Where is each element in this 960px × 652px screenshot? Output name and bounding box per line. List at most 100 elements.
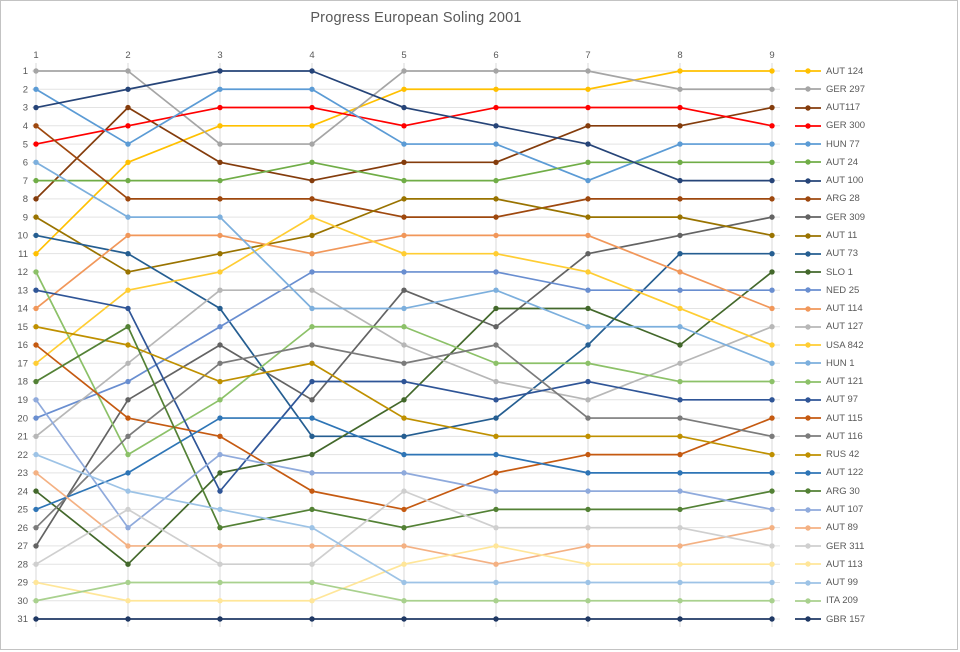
legend-label: AUT 97 (826, 394, 859, 406)
y-tick-label: 20 (17, 413, 28, 424)
series-marker (125, 177, 131, 184)
series-marker (677, 159, 683, 166)
series-marker (217, 378, 223, 385)
legend-item: HUN 77 (795, 135, 955, 153)
series-marker (585, 177, 591, 184)
series-aut-97 (33, 287, 775, 494)
series-arg-30 (33, 324, 775, 531)
series-marker (309, 177, 315, 184)
series-marker (217, 561, 223, 567)
series-marker (33, 86, 39, 92)
series-aut-100 (33, 68, 775, 184)
series-marker (769, 360, 775, 366)
series-marker (769, 196, 775, 202)
series-marker (33, 579, 39, 586)
series-marker (677, 305, 683, 312)
legend-dot-icon (805, 543, 811, 549)
legend-series-swatch-icon (795, 287, 821, 294)
series-marker (493, 543, 499, 549)
series-marker (677, 269, 683, 275)
series-marker (677, 232, 683, 239)
series-marker (677, 141, 683, 147)
series-marker (677, 561, 683, 567)
legend-series-swatch-icon (795, 397, 821, 403)
series-marker (125, 397, 131, 403)
series-marker (493, 561, 499, 567)
series-marker (769, 488, 775, 494)
series-marker (217, 543, 223, 549)
series-marker (309, 506, 315, 513)
series-marker (585, 616, 591, 622)
series-marker (401, 86, 407, 92)
y-tick-label: 27 (17, 541, 28, 552)
series-marker (585, 470, 591, 476)
series-marker (769, 324, 775, 330)
series-marker (217, 68, 223, 74)
series-marker (33, 287, 39, 293)
series-marker (677, 415, 683, 421)
y-tick-label: 21 (17, 432, 28, 443)
series-marker (125, 68, 131, 74)
legend-item: ITA 209 (795, 592, 955, 610)
series-marker (585, 488, 591, 494)
legend-label: AUT117 (826, 102, 861, 114)
legend-series-swatch-icon (795, 178, 821, 184)
series-marker (217, 196, 223, 202)
legend-series-swatch-icon (795, 433, 821, 440)
series-hun-1 (33, 159, 775, 366)
series-marker (401, 378, 407, 385)
legend-dot-icon (805, 579, 811, 586)
series-marker (677, 196, 683, 202)
series-marker (401, 269, 407, 275)
series-marker (33, 159, 39, 166)
legend-series-swatch-icon (795, 378, 821, 385)
legend-dot-icon (805, 68, 811, 74)
series-marker (677, 123, 683, 129)
series-marker (585, 123, 591, 129)
series-marker (33, 598, 39, 604)
legend-label: ARG 28 (826, 193, 860, 205)
series-marker (677, 104, 683, 111)
series-marker (217, 250, 223, 257)
series-marker (309, 104, 315, 111)
series-marker (769, 470, 775, 476)
legend: AUT 124 GER 297 AUT117 GER 300 HUN 77 AUT 24 A… (795, 62, 955, 628)
legend-series-swatch-icon (795, 470, 821, 476)
legend-series-swatch-icon (795, 251, 821, 257)
series-marker (401, 141, 407, 147)
series-marker (401, 543, 407, 549)
series-usa-842 (33, 214, 775, 366)
series-marker (493, 196, 499, 202)
series-marker (125, 433, 131, 440)
legend-series-swatch-icon (795, 598, 821, 604)
series-marker (677, 250, 683, 257)
x-tick-label: 7 (585, 50, 590, 61)
legend-item: GER 309 (795, 208, 955, 226)
series-marker (33, 250, 39, 257)
series-marker (769, 177, 775, 184)
series-marker (769, 616, 775, 622)
series-aut-114 (33, 232, 775, 312)
series-marker (125, 561, 131, 567)
y-tick-label: 5 (23, 139, 28, 150)
legend-item: USA 842 (795, 336, 955, 354)
series-marker (33, 616, 39, 622)
series-marker (33, 324, 39, 330)
y-tick-label: 3 (23, 103, 28, 114)
series-marker (125, 488, 131, 494)
series-marker (401, 342, 407, 348)
legend-item: AUT 115 (795, 409, 955, 427)
legend-series-swatch-icon (795, 214, 821, 220)
series-aut-24 (33, 159, 775, 184)
legend-dot-icon (805, 360, 811, 367)
series-marker (493, 123, 499, 129)
legend-series-swatch-icon (795, 68, 821, 74)
y-tick-label: 14 (17, 304, 28, 315)
series-marker (309, 141, 315, 147)
legend-item: SLO 1 (795, 263, 955, 281)
legend-dot-icon (805, 452, 811, 458)
series-marker (585, 68, 591, 74)
legend-dot-icon (805, 305, 811, 312)
legend-label: AUT 100 (826, 175, 864, 187)
series-marker (769, 342, 775, 348)
